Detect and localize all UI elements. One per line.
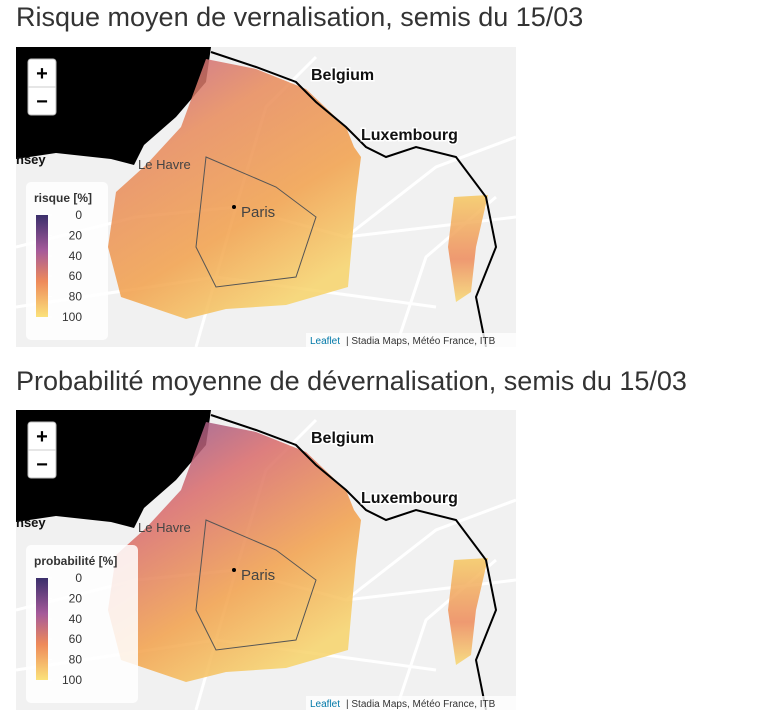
legend-tick-label: 0: [75, 208, 82, 222]
legend-tick-label: 60: [69, 632, 83, 646]
place-label: Paris: [241, 204, 275, 221]
zoom-out[interactable]: −: [36, 454, 48, 476]
legend-tick-label: 100: [62, 310, 82, 324]
legend-tick-label: 100: [62, 673, 82, 687]
legend-tick-label: 60: [69, 269, 83, 283]
legend-tick-label: 20: [69, 228, 83, 242]
place-label: Luxembourg: [361, 127, 458, 144]
legend-title: probabilité [%]: [34, 554, 117, 568]
map: Belgium Luxembourg Le Havre Paris nsey + − prob…: [16, 410, 516, 710]
legend-scale: [36, 578, 48, 680]
legend-tick-label: 80: [69, 653, 83, 667]
legend-tick-label: 20: [69, 591, 83, 605]
city-dot: [232, 205, 236, 209]
legend-scale: [36, 215, 48, 317]
sea: [16, 410, 211, 528]
attribution-text: | Stadia Maps, Météo France, ITB: [346, 336, 496, 347]
place-label: Luxembourg: [361, 490, 458, 507]
sea: [16, 47, 211, 165]
data-area: [108, 422, 361, 682]
place-label: Belgium: [311, 430, 374, 447]
road: [345, 498, 516, 602]
zoom-out[interactable]: −: [36, 91, 48, 113]
legend-title: risque [%]: [34, 191, 92, 205]
border: [210, 51, 498, 347]
place-label: Le Havre: [138, 157, 191, 172]
place-label: nsey: [16, 515, 46, 530]
place-label: nsey: [16, 152, 46, 167]
legend-tick-label: 40: [69, 612, 83, 626]
map-canvas: Belgium Luxembourg Le Havre Paris nsey + − prob…: [16, 410, 516, 710]
map-title: Risque moyen de vernalisation, semis du …: [16, 2, 584, 32]
attribution-box: [306, 333, 516, 347]
zoom-in[interactable]: +: [36, 63, 48, 85]
legend-box: [26, 545, 138, 703]
place-label: Le Havre: [138, 520, 191, 535]
attribution-link[interactable]: Leaflet: [310, 336, 340, 347]
map-title: Probabilité moyenne de dévernalisation, …: [16, 366, 687, 396]
legend-tick-label: 0: [75, 571, 82, 585]
attribution-box: [306, 696, 516, 710]
road: [345, 135, 516, 239]
legend-tick-label: 80: [69, 290, 83, 304]
city-dot: [232, 568, 236, 572]
place-label: Belgium: [311, 67, 374, 84]
attribution-link[interactable]: Leaflet: [310, 699, 340, 710]
border: [210, 414, 498, 710]
place-label: Paris: [241, 567, 275, 584]
data-area: [108, 59, 361, 319]
map: Belgium Luxembourg Le Havre Paris nsey + − risq…: [16, 47, 516, 347]
border: [195, 519, 317, 651]
data-area: [448, 558, 488, 665]
legend-tick-label: 40: [69, 249, 83, 263]
map-canvas: Belgium Luxembourg Le Havre Paris nsey + − risq…: [16, 47, 516, 347]
data-area: [448, 195, 488, 302]
attribution-text: | Stadia Maps, Météo France, ITB: [346, 699, 496, 710]
zoom-in[interactable]: +: [36, 426, 48, 448]
border: [195, 156, 317, 288]
